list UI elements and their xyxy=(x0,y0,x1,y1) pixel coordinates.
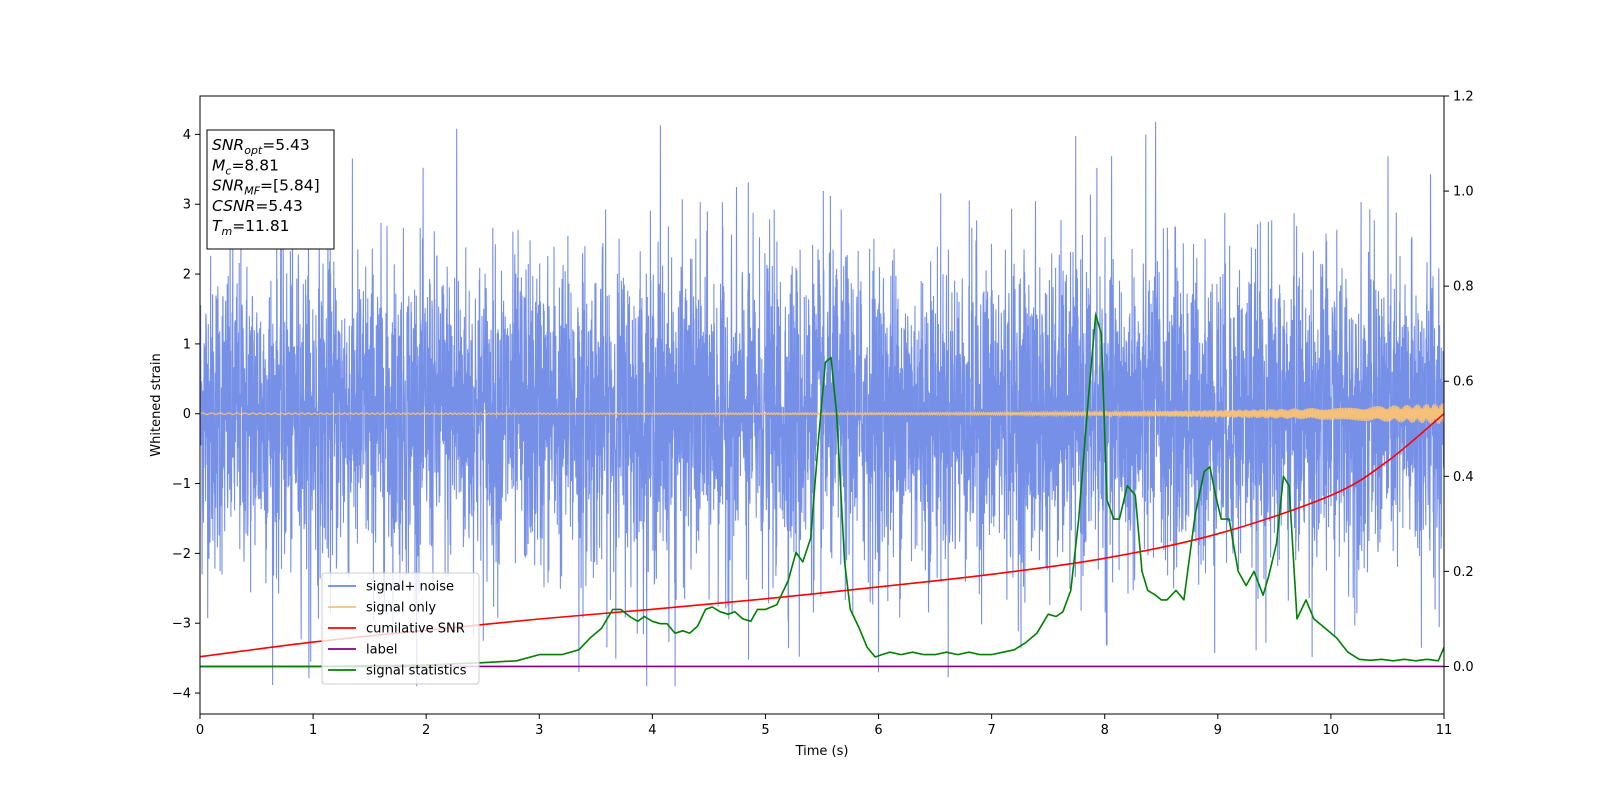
info-subscript: MF xyxy=(244,185,260,198)
x-axis-label: Time (s) xyxy=(795,744,849,759)
y-tick-label: 2 xyxy=(183,268,191,283)
legend-frame xyxy=(321,572,480,685)
y-tick-label: −2 xyxy=(172,547,191,562)
info-symbol: M xyxy=(212,156,225,174)
info-box-frame xyxy=(206,129,335,250)
y-tick-label: 1 xyxy=(183,337,191,352)
x-tick-label: 0 xyxy=(196,723,204,738)
x-tick-label: 5 xyxy=(761,723,769,738)
x-tick-label: 6 xyxy=(874,723,882,738)
info-value: =[5.84] xyxy=(260,177,320,195)
legend-entry: signal statistics xyxy=(366,664,467,679)
y2-tick-label: 0.6 xyxy=(1453,375,1474,390)
info-value: =5.43 xyxy=(255,197,303,215)
x-tick-label: 1 xyxy=(309,723,317,738)
legend: signal+ noise signal only cumilative SNR la… xyxy=(321,572,480,685)
y-axis-left: −4 −3 −2 −1 0 1 2 3 4 xyxy=(172,128,200,702)
info-line: Tm=11.81 xyxy=(212,217,290,238)
x-tick-label: 8 xyxy=(1101,723,1109,738)
y2-tick-label: 0.0 xyxy=(1453,660,1474,675)
x-tick-label: 9 xyxy=(1214,723,1222,738)
y-tick-label: −3 xyxy=(172,617,191,632)
info-line: SNRopt=5.43 xyxy=(212,136,310,157)
y-tick-label: 0 xyxy=(183,407,191,422)
info-symbol: CSNR xyxy=(212,197,255,215)
y2-tick-label: 0.2 xyxy=(1453,565,1474,580)
x-axis: 0 1 2 3 4 5 6 7 8 9 10 11 xyxy=(196,714,1452,738)
legend-entry: signal only xyxy=(366,601,436,616)
info-symbol: T xyxy=(212,217,223,235)
info-symbol: SNR xyxy=(212,177,244,195)
y2-tick-label: 0.8 xyxy=(1453,280,1474,295)
info-subscript: c xyxy=(225,164,231,177)
y-tick-label: 4 xyxy=(183,128,191,143)
info-subscript: opt xyxy=(244,144,263,157)
legend-entry: cumilative SNR xyxy=(366,622,465,637)
legend-entry: label xyxy=(366,643,397,658)
y-tick-label: −1 xyxy=(172,477,191,492)
y-tick-label: 3 xyxy=(183,198,191,213)
x-tick-label: 7 xyxy=(987,723,995,738)
plot-frame xyxy=(199,95,1445,715)
signal-layer xyxy=(200,403,1444,424)
info-symbol: SNR xyxy=(212,136,244,154)
x-tick-label: 4 xyxy=(648,723,656,738)
x-tick-label: 3 xyxy=(535,723,543,738)
y-axis-label: Whitened strain xyxy=(149,353,164,456)
x-tick-label: 11 xyxy=(1436,723,1453,738)
x-tick-label: 2 xyxy=(422,723,430,738)
info-value: =8.81 xyxy=(231,156,279,174)
info-value: =11.81 xyxy=(232,217,289,235)
info-box: SNRopt=5.43Mc=8.81SNRMF=[5.84]CSNR=5.43T… xyxy=(206,129,335,250)
y-axis-right: 0.0 0.2 0.4 0.6 0.8 1.0 1.2 xyxy=(1444,90,1474,675)
info-line: CSNR=5.43 xyxy=(212,197,303,215)
x-tick-label: 10 xyxy=(1323,723,1340,738)
info-subscript: m xyxy=(221,225,232,238)
legend-entry: signal+ noise xyxy=(366,580,454,595)
y2-tick-label: 1.0 xyxy=(1453,185,1474,200)
info-line: SNRMF=[5.84] xyxy=(212,177,320,198)
info-value: =5.43 xyxy=(262,136,310,154)
info-line: Mc=8.81 xyxy=(212,156,279,177)
y-tick-label: −4 xyxy=(172,687,191,702)
y2-tick-label: 1.2 xyxy=(1453,90,1474,105)
y2-tick-label: 0.4 xyxy=(1453,470,1474,485)
series-signal-statistics xyxy=(200,313,1444,668)
series-signal-only xyxy=(200,403,1444,424)
